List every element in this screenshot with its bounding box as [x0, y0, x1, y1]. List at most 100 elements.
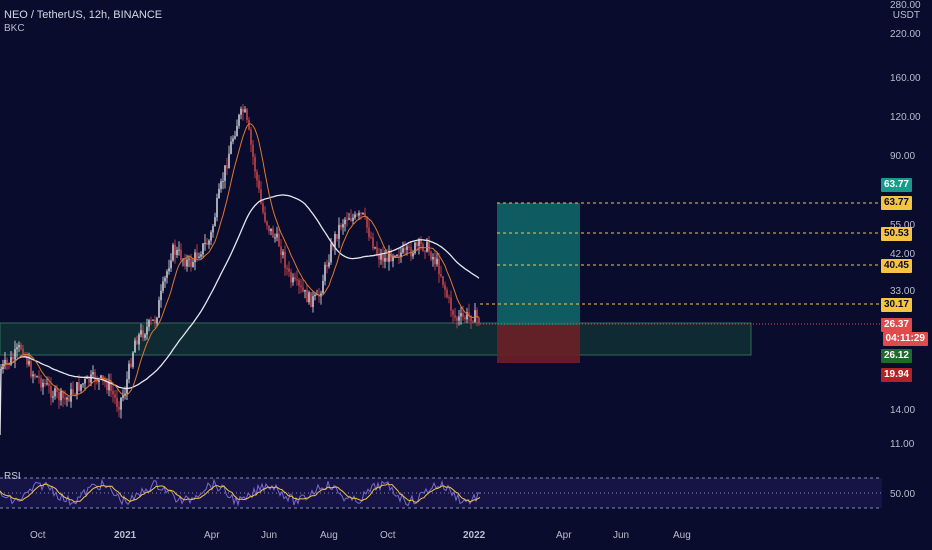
- candle-body: [62, 391, 64, 399]
- candle-body: [250, 129, 252, 145]
- candle-body: [116, 397, 118, 407]
- candle-body: [134, 340, 136, 353]
- candle-body: [426, 241, 428, 252]
- candle-body: [350, 218, 352, 221]
- x-tick: Oct: [30, 530, 46, 541]
- candle-body: [320, 293, 322, 297]
- candle-body: [296, 279, 298, 281]
- candle-body: [330, 244, 332, 263]
- y-tick: 160.00: [890, 73, 921, 84]
- candle-body: [216, 198, 218, 218]
- candle-body: [436, 258, 438, 265]
- level-tag-40-45: 40.45: [880, 259, 912, 273]
- candle-body: [170, 260, 172, 269]
- candle-body: [220, 181, 222, 189]
- candle-body: [184, 259, 186, 267]
- candle-body: [292, 277, 294, 283]
- loss-zone[interactable]: [497, 325, 580, 363]
- candle-body: [68, 397, 70, 402]
- candle-body: [98, 378, 100, 383]
- candle-body: [372, 237, 374, 249]
- candle-body: [132, 352, 134, 367]
- candle-body: [26, 355, 28, 365]
- candle-body: [36, 376, 38, 378]
- candle-body: [354, 214, 356, 218]
- candle-body: [274, 237, 276, 239]
- candle-body: [236, 125, 238, 137]
- candle-body: [368, 227, 370, 238]
- level-tag-63-77: 63.77: [880, 196, 912, 210]
- candle-body: [338, 224, 340, 239]
- candle-body: [286, 268, 288, 270]
- candle-body: [472, 321, 474, 323]
- candle-body: [144, 334, 146, 338]
- candle-body: [454, 315, 456, 318]
- y-tick: 90.00: [890, 151, 915, 162]
- candle-body: [474, 310, 476, 323]
- candle-body: [334, 234, 336, 247]
- candle-body: [324, 264, 326, 281]
- candle-body: [258, 180, 260, 189]
- candle-body: [152, 319, 154, 321]
- candle-body: [146, 326, 148, 335]
- stop-tag: 19.94: [880, 368, 912, 382]
- candle-body: [420, 239, 422, 245]
- indicator-name[interactable]: BKC: [4, 23, 25, 34]
- candle-body: [244, 109, 246, 113]
- candle-body: [58, 392, 60, 401]
- candle-body: [20, 345, 22, 349]
- candle-body: [360, 212, 362, 214]
- candle-body: [178, 249, 180, 251]
- candle-body: [306, 289, 308, 303]
- candle-body: [446, 289, 448, 298]
- candle-body: [392, 256, 394, 262]
- candle-body: [210, 232, 212, 241]
- candle-body: [108, 381, 110, 391]
- candle-body: [456, 317, 458, 321]
- candle-body: [234, 136, 236, 139]
- candle-body: [176, 250, 178, 255]
- candle-body: [84, 378, 86, 384]
- candle-body: [160, 290, 162, 301]
- candle-body: [22, 348, 24, 355]
- candle-body: [138, 334, 140, 345]
- candle-body: [4, 359, 6, 364]
- candle-body: [304, 289, 306, 292]
- candle-body: [376, 247, 378, 255]
- candle-body: [114, 394, 116, 398]
- x-tick: Aug: [320, 530, 338, 541]
- candle-body: [54, 388, 56, 397]
- candle-body: [112, 391, 114, 395]
- candle-body: [464, 316, 466, 320]
- candle-body: [106, 382, 108, 391]
- last-price-tag: 26.37: [880, 318, 912, 332]
- candle-body: [214, 217, 216, 226]
- chart-header: NEO / TetherUS, 12h, BINANCE BKC: [4, 8, 162, 36]
- candle-body: [186, 259, 188, 267]
- candle-body: [202, 243, 204, 255]
- rsi-label[interactable]: RSI: [4, 471, 21, 482]
- candle-body: [470, 315, 472, 322]
- candle-body: [308, 292, 310, 303]
- candle-body: [262, 203, 264, 213]
- y-tick: 220.00: [890, 29, 921, 40]
- candle-body: [268, 225, 270, 232]
- candles: [0, 104, 480, 419]
- candle-body: [56, 388, 58, 392]
- candle-body: [328, 262, 330, 267]
- candle-body: [188, 258, 190, 260]
- candle-body: [254, 156, 256, 172]
- candle-body: [460, 313, 462, 317]
- candle-body: [206, 242, 208, 245]
- candle-body: [248, 120, 250, 130]
- y-tick: 33.00: [890, 286, 915, 297]
- candle-body: [154, 319, 156, 324]
- candle-body: [34, 374, 36, 378]
- candle-body: [74, 394, 76, 396]
- symbol-title[interactable]: NEO / TetherUS, 12h, BINANCE: [4, 9, 163, 21]
- candle-body: [174, 244, 176, 255]
- candle-body: [164, 277, 166, 282]
- candle-body: [478, 317, 480, 323]
- profit-zone[interactable]: [497, 203, 580, 325]
